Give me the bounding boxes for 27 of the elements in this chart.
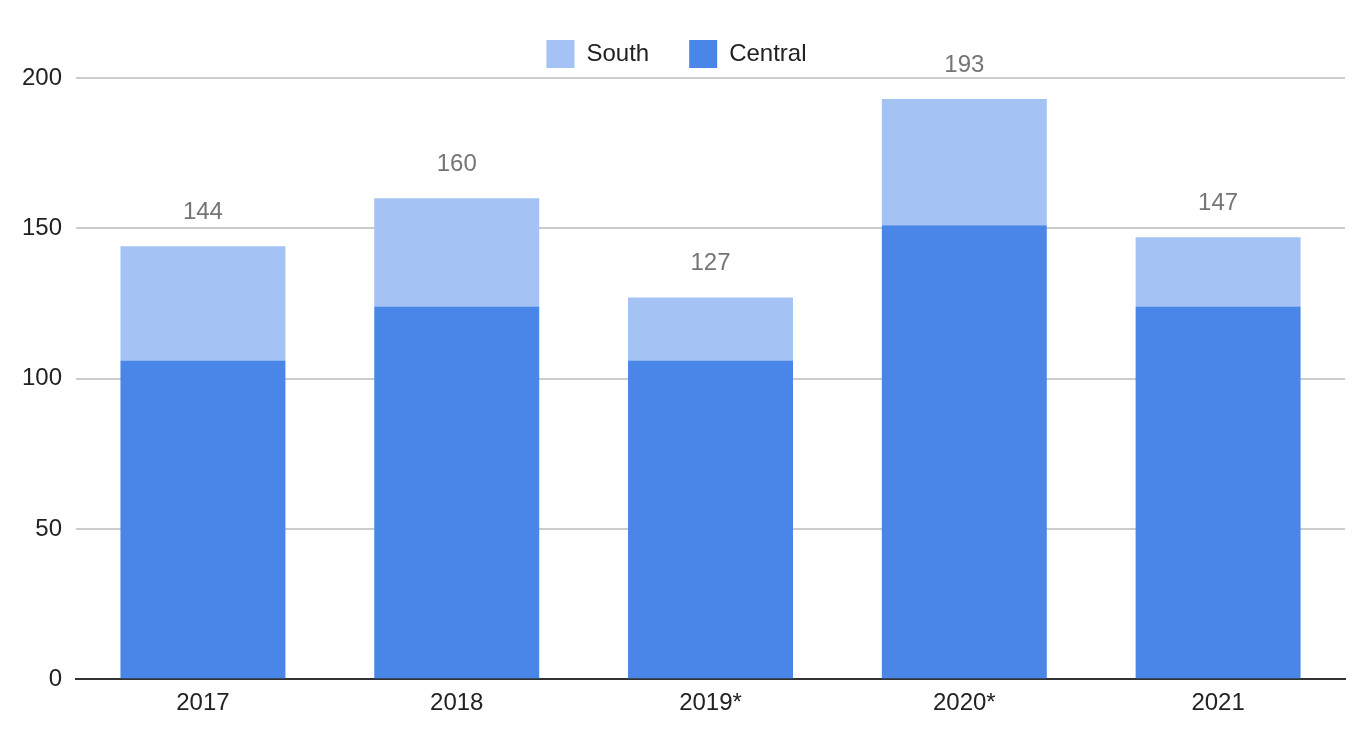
x-tick-label: 2020* [932, 688, 996, 716]
y-tick-label: 150 [22, 212, 63, 240]
total-label: 160 [436, 148, 477, 176]
x-tick-label: 2017 [176, 688, 230, 716]
y-tick-label: 0 [48, 663, 63, 691]
bar [120, 360, 286, 679]
x-tick-label: 2021 [1191, 688, 1245, 716]
bar [1135, 237, 1301, 307]
total-label: 144 [182, 196, 223, 224]
x-tick-label: 2019* [679, 688, 742, 716]
y-tick-label: 200 [22, 62, 63, 90]
x-tick-label: 2018 [430, 688, 484, 716]
total-label: 147 [1198, 187, 1239, 215]
bar [628, 360, 793, 679]
legend-label: Central [729, 38, 807, 66]
y-tick-label: 50 [35, 513, 63, 541]
total-label: 193 [944, 49, 985, 77]
bar [374, 198, 540, 307]
legend-label: South [586, 38, 650, 66]
y-tick-label: 100 [22, 363, 63, 391]
bar [628, 297, 793, 361]
total-label: 127 [690, 248, 731, 276]
bar [1135, 306, 1301, 679]
bar [881, 225, 1047, 679]
bar [881, 99, 1047, 226]
bar [120, 246, 286, 361]
bar [374, 306, 540, 679]
